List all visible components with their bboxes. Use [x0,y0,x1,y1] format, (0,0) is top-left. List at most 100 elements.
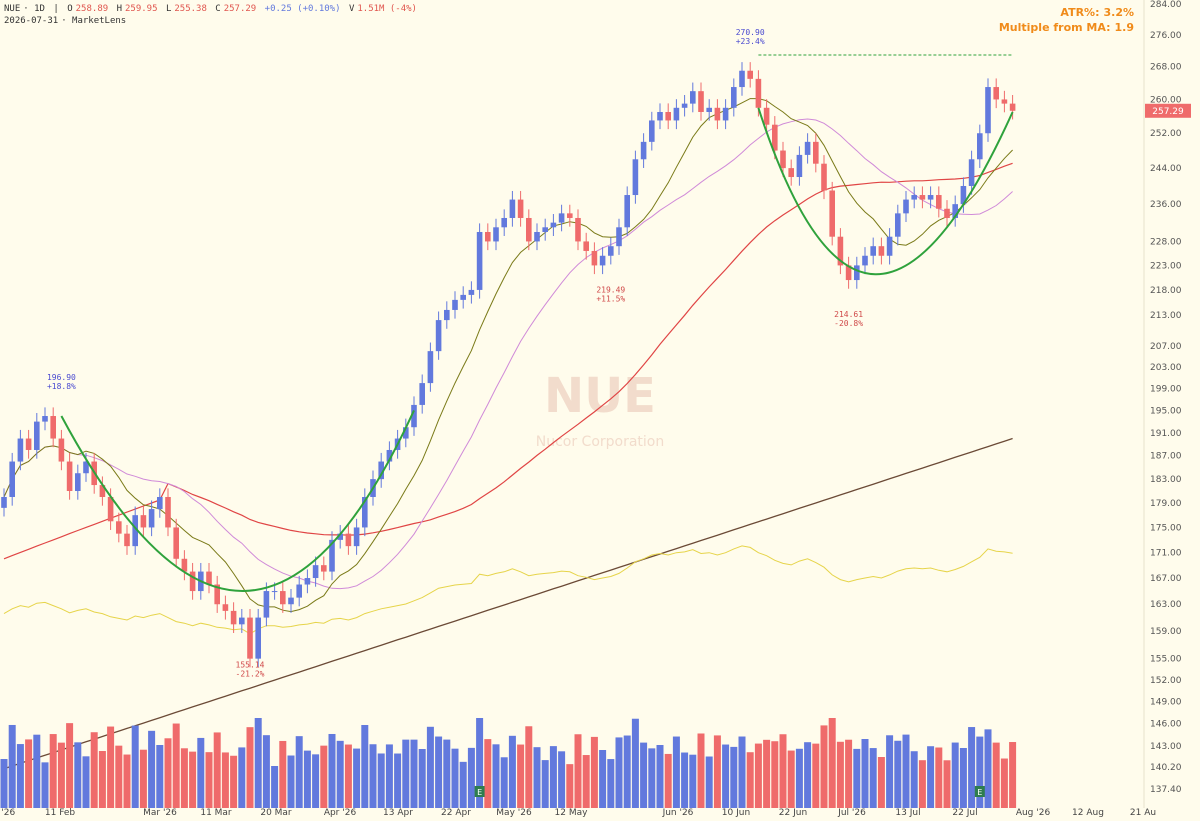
candle-body [427,351,434,384]
y-tick-label: 268.00 [1150,63,1182,73]
low-value: 255.38 [174,4,207,14]
candle-body [353,527,360,547]
volume-bar [492,744,500,808]
volume-bar [385,744,393,808]
interval: 1D [34,4,45,14]
candle-body [542,227,548,232]
candle [878,237,885,265]
candle [42,407,48,431]
candle-body [386,449,393,462]
volume-bar [435,736,443,808]
candle-body [591,250,598,266]
candle-body [116,521,122,534]
volume-bar [820,725,828,808]
volume-bar [672,736,680,808]
candle-body [534,231,540,242]
candle-body [763,107,770,125]
candle [362,488,368,537]
volume-bar [131,725,139,808]
y-tick-label: 284.00 [1150,0,1182,10]
candle-body [649,120,655,142]
candle [993,78,999,109]
candle-body [903,199,909,214]
x-tick-label: Apr '26 [324,808,357,818]
volume-bar [787,750,795,808]
candle [1001,90,1008,113]
y-tick-label: 191.00 [1150,429,1182,439]
candle-body [804,141,811,155]
volume-bar [795,748,803,808]
ma-multiple-label: Multiple from MA: [998,21,1111,34]
x-tick-label: 13 Jul [895,808,920,818]
annotation-price: 219.49 [596,286,625,295]
volume-bar [25,739,33,808]
volume-bar [582,755,590,808]
candle [886,228,893,265]
volume-bar [754,743,762,808]
volume-bar [0,759,8,808]
candle-body [690,91,696,104]
volume-bar [443,739,451,808]
y-tick-label: 199.00 [1150,385,1182,395]
candle-body [444,309,450,321]
candle [239,608,245,634]
candle-body [755,78,762,108]
candle [17,429,24,471]
candle-body [640,141,647,160]
candle-body [837,236,844,266]
volume-bar [1000,758,1008,808]
candle-body [312,565,319,579]
candle-body [599,255,606,266]
volume-bar [377,753,385,808]
candle-body [222,604,229,611]
candle [255,608,261,668]
volume-bar [394,753,402,808]
atr-stat: ATR%: 3.2% [1060,6,1134,19]
x-tick-label: 10 Jun [722,808,750,818]
candle [845,256,852,289]
high-value: 259.95 [125,4,158,14]
candle [509,190,516,227]
candle [181,550,188,581]
volume-bar [369,744,377,808]
candle [173,518,179,568]
volume-bar [115,745,123,808]
candle-body [321,565,327,572]
candle-body [517,199,524,218]
annotation-price: 214.61 [834,310,863,319]
atr-label: ATR%: [1060,6,1100,19]
volume-bar [410,739,418,808]
y-tick-label: 252.00 [1150,129,1182,139]
x-tick-label: 22 Jul [952,808,977,818]
candle-body [706,107,712,112]
candle [649,111,655,151]
candle [804,133,811,164]
x-tick-label: Jun '26 [662,808,694,818]
x-tick-label: 13 Apr [383,808,413,818]
earnings-box [974,786,985,797]
volume-bar [558,751,566,808]
candle [1009,95,1016,120]
candle [714,99,721,130]
x-tick-label: 11 Feb [45,808,76,818]
volume-bar [992,742,1000,808]
volume-bar [722,744,730,808]
volume-bar [139,749,147,808]
earnings-marker: E [474,786,485,797]
candle-body [66,461,73,492]
volume-bar [656,744,664,808]
volume-bar [681,752,689,808]
candle-body [624,195,630,228]
volume-bar [344,744,352,808]
x-tick-label: Jul '26 [837,808,866,818]
volume-bar [303,750,311,808]
volume-bar [968,727,976,808]
candle [296,575,302,607]
volume-bar [16,744,24,808]
y-tick-label: 213.00 [1150,311,1182,321]
volume-bar [336,740,344,808]
volume-bar [1009,742,1017,808]
candle-body [673,107,680,121]
